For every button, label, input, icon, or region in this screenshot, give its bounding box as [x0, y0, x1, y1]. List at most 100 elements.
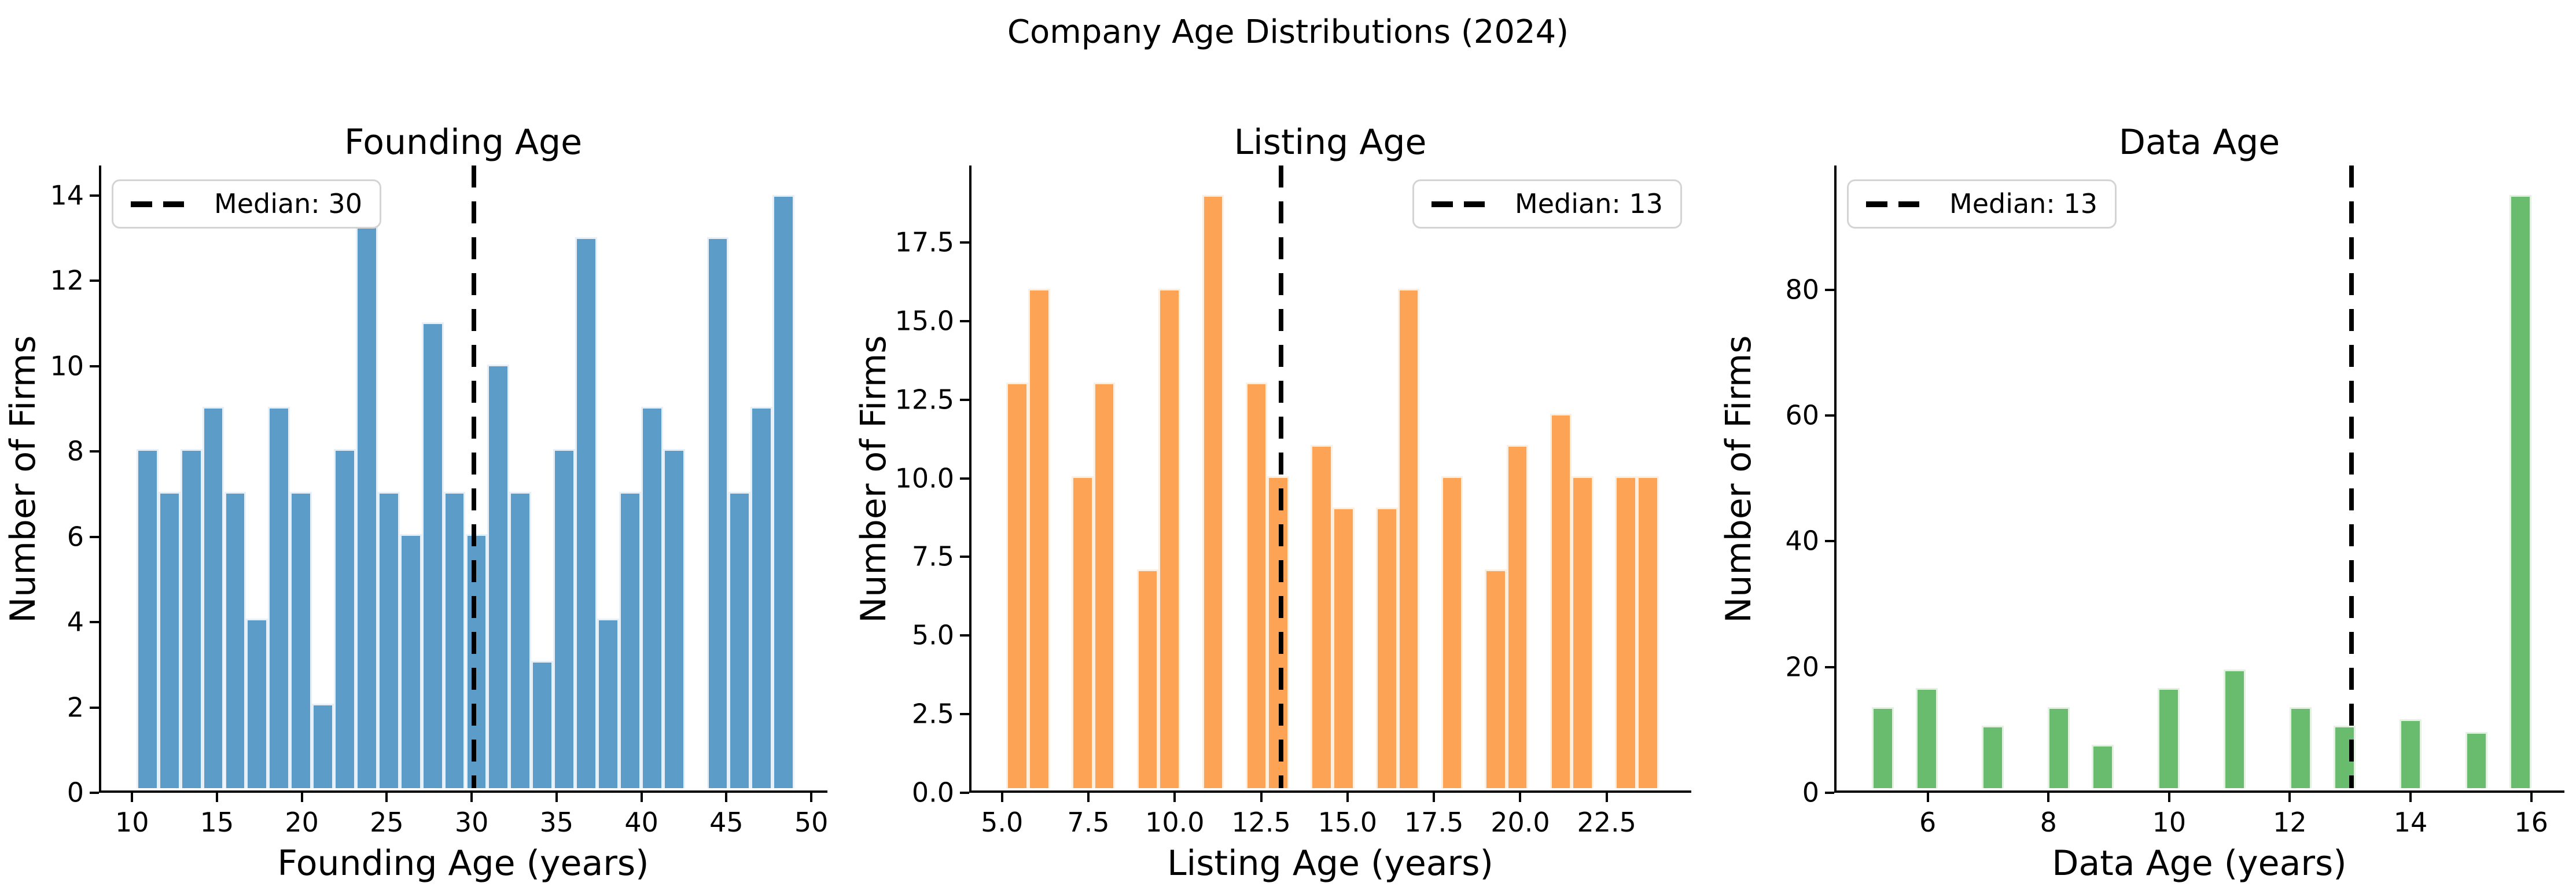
y-tick-label: 10.0 [895, 462, 954, 494]
x-tick-label: 10.0 [1145, 807, 1205, 838]
y-tick-label: 0 [1802, 777, 1819, 808]
x-tick-mark [1519, 793, 1522, 802]
histogram-bar [334, 449, 356, 788]
histogram-bar [597, 619, 619, 788]
x-tick-label: 35 [539, 807, 574, 838]
histogram-bar [1245, 382, 1268, 788]
histogram-bar [202, 407, 225, 788]
histogram-bar [158, 491, 181, 788]
y-tick-label: 10 [50, 350, 84, 382]
y-tick-mark [960, 792, 969, 794]
y-tick-label: 20 [1785, 651, 1819, 683]
histogram-bar [2509, 195, 2531, 788]
histogram-bar [1550, 413, 1572, 788]
y-tick-mark [90, 792, 99, 794]
y-axis-label: Number of Firms [3, 335, 43, 623]
histogram-bar [1441, 476, 1463, 788]
histogram-bar [443, 491, 466, 788]
y-tick-label: 2.5 [911, 698, 954, 730]
y-tick-mark [1825, 665, 1834, 668]
x-tick-mark [1346, 793, 1349, 802]
histogram-bar [465, 534, 488, 788]
x-tick-label: 22.5 [1577, 807, 1636, 838]
histogram-bar [553, 449, 576, 788]
histogram-bar [1072, 476, 1094, 788]
y-tick-mark [960, 477, 969, 480]
histogram-bar [136, 449, 159, 788]
histogram-bar [180, 449, 203, 788]
x-tick-label: 17.5 [1404, 807, 1464, 838]
histogram-bar [1158, 289, 1180, 788]
histogram-bar [1872, 707, 1894, 788]
x-tick-mark [131, 793, 134, 802]
x-tick-label: 15.0 [1318, 807, 1378, 838]
x-tick-mark [2167, 793, 2170, 802]
x-tick-label: 14 [2393, 807, 2428, 838]
y-tick-mark [960, 713, 969, 716]
x-tick-mark [385, 793, 388, 802]
y-tick-label: 2 [67, 692, 84, 723]
histogram-bar [268, 407, 290, 788]
x-tick-mark [2409, 793, 2412, 802]
subplot-title: Founding Age [344, 122, 583, 163]
histogram-bar [1637, 476, 1659, 788]
y-tick-mark [90, 194, 99, 197]
y-tick-label: 80 [1785, 274, 1819, 306]
x-tick-mark [2047, 793, 2050, 802]
histogram-bar [1136, 569, 1159, 788]
x-tick-mark [725, 793, 728, 802]
x-axis-label: Data Age (years) [2052, 843, 2347, 884]
x-tick-label: 12 [2273, 807, 2307, 838]
histogram-bar [619, 491, 641, 788]
y-tick-mark [90, 279, 99, 282]
histogram-bar [1006, 382, 1028, 788]
legend-label: Median: 30 [214, 188, 362, 219]
x-tick-mark [1260, 793, 1263, 802]
histogram-bar [575, 237, 597, 788]
legend: Median: 13 [1412, 179, 1682, 229]
histogram-bar [531, 661, 554, 788]
histogram-bar [2465, 731, 2487, 788]
y-tick-mark [90, 365, 99, 367]
y-tick-mark [960, 634, 969, 637]
histogram-bar [641, 407, 663, 788]
y-tick-mark [960, 398, 969, 401]
axes-founding-age: Founding Age Number of Firms Founding Ag… [3, 125, 828, 881]
x-tick-label: 10 [2152, 807, 2187, 838]
histogram-bar [2158, 688, 2180, 788]
x-tick-mark [215, 793, 218, 802]
histogram-bar [312, 703, 334, 788]
figure-title: Company Age Distributions (2024) [1007, 13, 1569, 51]
median-line [2349, 166, 2354, 788]
x-tick-label: 25 [370, 807, 404, 838]
y-tick-mark [960, 319, 969, 322]
y-tick-mark [1825, 540, 1834, 543]
x-axis-label: Listing Age (years) [1167, 843, 1493, 884]
axes-listing-age: Listing Age Number of Firms Listing Age … [853, 125, 1691, 881]
median-line [472, 166, 477, 788]
legend: Median: 13 [1847, 179, 2117, 229]
x-tick-mark [470, 793, 473, 802]
x-tick-mark [2530, 793, 2533, 802]
median-line [1279, 166, 1283, 788]
x-tick-label: 15 [200, 807, 234, 838]
plot-area [99, 166, 827, 793]
histogram-bar [1916, 688, 1938, 788]
median-line-legend-swatch [1866, 201, 1919, 207]
x-tick-label: 20.0 [1491, 807, 1550, 838]
x-tick-label: 7.5 [1067, 807, 1110, 838]
y-tick-label: 15.0 [895, 305, 954, 337]
histogram-bar [377, 491, 400, 788]
y-tick-label: 40 [1785, 525, 1819, 557]
y-tick-label: 14 [50, 179, 84, 211]
histogram-bar [2290, 707, 2312, 788]
histogram-bar [487, 365, 510, 788]
x-tick-label: 8 [2040, 807, 2057, 838]
y-tick-mark [1825, 792, 1834, 794]
legend-label: Median: 13 [1949, 188, 2097, 219]
x-tick-label: 50 [794, 807, 829, 838]
x-tick-mark [1000, 793, 1003, 802]
y-tick-label: 12 [50, 264, 84, 296]
histogram-bar [706, 237, 729, 788]
histogram-bar [2400, 719, 2422, 788]
